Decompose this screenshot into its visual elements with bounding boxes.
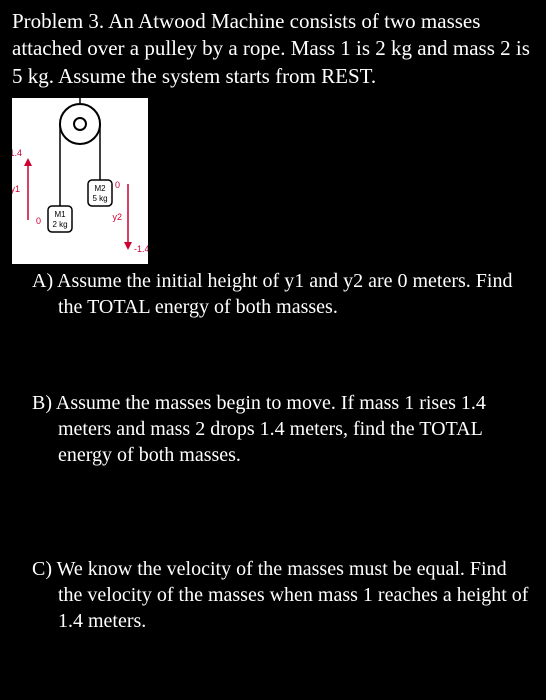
problem-title: Problem 3.	[12, 9, 104, 33]
svg-text:y1: y1	[12, 184, 20, 194]
svg-text:5 kg: 5 kg	[92, 194, 107, 203]
atwood-diagram: M12 kg M25 kg 1.4 y1 0 0 y2 -1.4	[12, 98, 148, 264]
svg-text:0: 0	[36, 216, 41, 226]
svg-text:1.4: 1.4	[12, 148, 22, 158]
part-b: B) Assume the masses begin to move. If m…	[12, 390, 534, 468]
part-c-text: We know the velocity of the masses must …	[57, 558, 529, 632]
svg-text:2 kg: 2 kg	[52, 220, 67, 229]
svg-text:-1.4: -1.4	[134, 244, 148, 254]
svg-text:y2: y2	[112, 212, 122, 222]
part-a-label: A)	[32, 270, 53, 292]
svg-text:M2: M2	[94, 184, 106, 193]
svg-text:0: 0	[115, 180, 120, 190]
part-c: C) We know the velocity of the masses mu…	[12, 556, 534, 634]
part-a-text: Assume the initial height of y1 and y2 a…	[57, 270, 512, 318]
part-a: A) Assume the initial height of y1 and y…	[12, 268, 534, 320]
svg-text:M1: M1	[54, 210, 66, 219]
part-c-label: C)	[32, 558, 52, 580]
diagram-svg: M12 kg M25 kg 1.4 y1 0 0 y2 -1.4	[12, 98, 148, 264]
part-b-text: Assume the masses begin to move. If mass…	[56, 392, 486, 466]
part-b-label: B)	[32, 392, 52, 414]
problem-statement: Problem 3. An Atwood Machine consists of…	[12, 8, 534, 90]
